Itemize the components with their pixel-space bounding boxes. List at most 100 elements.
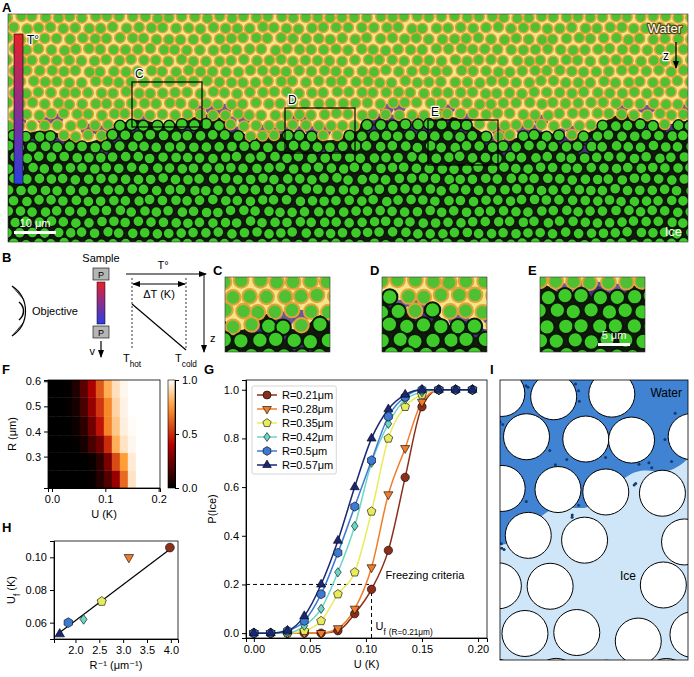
particle: [461, 33, 472, 44]
particle: [660, 77, 671, 88]
particle: [53, 98, 64, 109]
particle: [686, 34, 688, 45]
particle: [686, 141, 688, 152]
particle: [670, 612, 688, 658]
colorbar-axis: 0.00.51.0: [175, 374, 197, 494]
tick: 0.0: [175, 482, 197, 494]
plot-area: [48, 380, 160, 488]
colorbar-title: T°: [27, 33, 39, 47]
tick-mark: [147, 639, 148, 643]
particle: [76, 77, 87, 88]
particle: [430, 173, 441, 184]
label: Sample: [82, 252, 119, 264]
series-line: [254, 390, 473, 633]
heatmap-cell: [144, 470, 152, 488]
particle: [208, 45, 219, 56]
particle: [452, 288, 467, 303]
particle: [101, 162, 112, 173]
particle: [163, 14, 174, 23]
particle: [487, 142, 498, 153]
particle: [78, 185, 89, 196]
particle: [585, 185, 596, 196]
particle: [182, 152, 193, 163]
particle: [159, 44, 170, 55]
particle: [553, 130, 564, 141]
particle: [404, 130, 415, 141]
fit-line: [56, 547, 173, 635]
particle: [561, 141, 572, 152]
heatmap-cell: [120, 380, 128, 398]
particle: [306, 110, 317, 121]
particle: [157, 195, 168, 206]
tick-mark: [175, 434, 179, 435]
particle: [450, 54, 461, 65]
heatmap-cell: [96, 470, 104, 488]
particle: [498, 98, 509, 109]
particle: [338, 98, 349, 109]
particle: [540, 277, 547, 288]
z-axis: [204, 274, 205, 352]
particle: [101, 205, 112, 216]
heatmap-cell: [72, 453, 80, 471]
particle: [462, 98, 473, 109]
particle: [144, 153, 155, 164]
impurity-dot: [500, 542, 503, 545]
particle: [59, 66, 70, 77]
heatmap-cell: [120, 416, 128, 435]
tick-mark: [254, 638, 255, 642]
particle: [543, 239, 554, 242]
particle: [301, 120, 312, 131]
particle: [611, 14, 622, 21]
particle: [219, 238, 230, 242]
particle: [300, 55, 311, 66]
particle: [312, 317, 327, 332]
eye-iris: [19, 302, 24, 320]
particle: [404, 216, 415, 227]
zoom-box: [428, 120, 498, 165]
data-point: [384, 546, 392, 554]
particle: [239, 141, 250, 152]
heatmap-cell: [96, 453, 104, 471]
tick-label: 0.8: [224, 432, 239, 444]
particle: [623, 141, 634, 152]
heatmap-cell: [104, 398, 112, 417]
particle: [535, 162, 546, 173]
particle: [319, 239, 330, 242]
y-axis-title: P(Ice): [206, 494, 218, 523]
text-part: U: [376, 620, 384, 632]
particle: [357, 217, 368, 228]
particle: [473, 162, 484, 173]
particle: [257, 65, 268, 76]
tick-mark: [44, 457, 48, 458]
tick-label: 1.0: [224, 384, 239, 396]
particle: [375, 120, 386, 131]
particle: [380, 216, 391, 227]
particle: [473, 32, 484, 43]
particle: [604, 43, 615, 54]
particle: [343, 67, 354, 78]
particle: [629, 87, 640, 98]
data-point: [334, 626, 342, 634]
tick-mark: [99, 639, 100, 643]
tick-label: 0.20: [468, 643, 489, 655]
particle: [244, 348, 259, 352]
tick-mark: [242, 536, 246, 537]
data-point: [80, 615, 87, 625]
particle: [83, 109, 94, 120]
particle: [566, 22, 577, 33]
particle: [127, 184, 138, 195]
tick: 0.15: [412, 638, 433, 655]
panel-b: ObjectiveSamplePPvT°zΔT (K)ThotTcold: [12, 252, 216, 369]
particle: [416, 317, 431, 332]
particle: [275, 227, 286, 238]
particle: [393, 44, 404, 55]
impurity-dot: [501, 423, 504, 426]
particle: [400, 141, 411, 152]
particle: [27, 185, 38, 196]
particle: [622, 14, 633, 22]
particle: [226, 99, 237, 110]
particle: [225, 162, 236, 173]
particle: [535, 55, 546, 66]
particle: [307, 195, 318, 206]
particle: [46, 174, 57, 185]
